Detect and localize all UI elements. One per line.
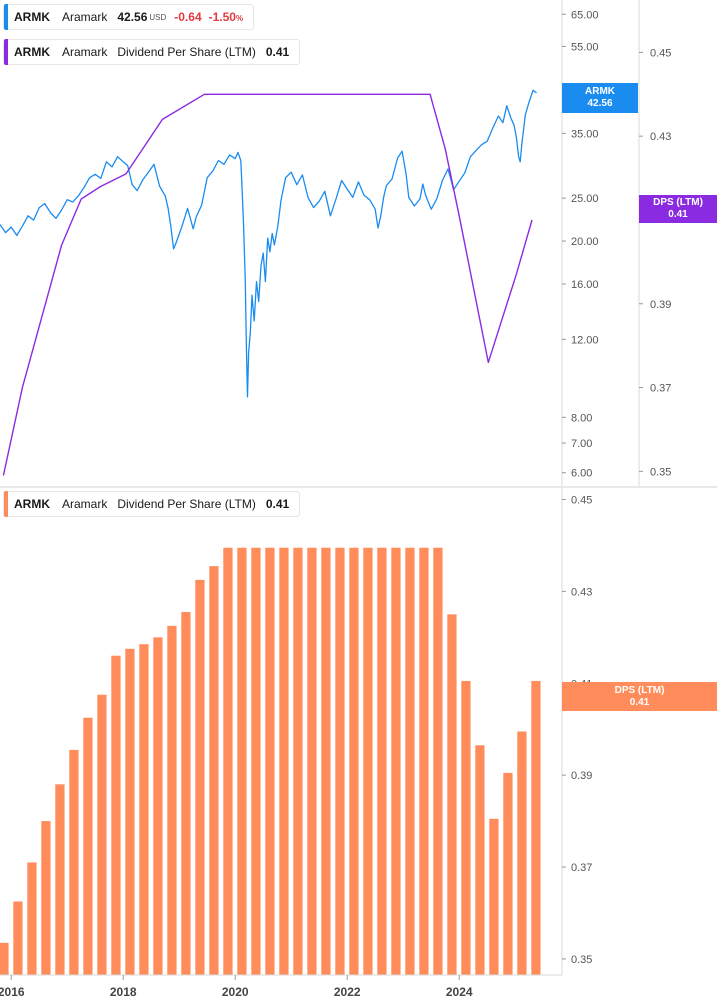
price-axis-tick-label: 25.00 — [571, 193, 599, 205]
price-axis-tick-label: 65.00 — [571, 9, 599, 21]
dps-axis-tick-label: 0.37 — [650, 383, 671, 395]
dps-bar — [223, 547, 233, 975]
price-axis-tick-label: 16.00 — [571, 279, 599, 291]
dps-bar — [111, 655, 121, 975]
bar-axis-tick-label: 0.37 — [571, 862, 592, 874]
year-axis-label: 2020 — [222, 985, 249, 999]
price-tag-ticker: ARMK — [585, 86, 615, 97]
dps-legend-bottom[interactable]: ARMK Aramark Dividend Per Share (LTM) 0.… — [3, 491, 301, 517]
dps-axis-tick-label: 0.39 — [650, 299, 671, 311]
dps-bar — [377, 547, 387, 975]
dps-bar — [307, 547, 317, 975]
percent-symbol: % — [235, 14, 244, 23]
dps-bar — [349, 547, 359, 975]
dps-bar — [83, 717, 93, 975]
dps-bar — [335, 547, 345, 975]
dps-bars — [0, 547, 541, 975]
dps-top-ticker: ARMK — [14, 45, 50, 59]
price-axis-tick-label: 12.00 — [571, 334, 599, 346]
price-axis-tick-label: 7.00 — [571, 438, 592, 450]
price-legend-color — [4, 4, 8, 30]
dps-top-company-name: Aramark — [62, 45, 108, 59]
dps-tag-bottom-label: DPS (LTM) — [614, 684, 665, 696]
price-axis-tick-label: 6.00 — [571, 468, 592, 480]
bar-axis-tick-label: 0.35 — [571, 954, 592, 966]
price-tag-value: 42.56 — [587, 98, 613, 109]
dps-bar — [475, 745, 485, 975]
price-line — [0, 89, 537, 398]
dps-bar — [461, 680, 471, 975]
dps-bar — [209, 566, 219, 975]
dps-axis-tag-bottom: DPS (LTM) 0.41 — [562, 682, 717, 711]
year-axis-label: 2018 — [110, 985, 137, 999]
price-change-percent-value: -1.50 — [208, 10, 236, 24]
dps-axis-tick-label: 0.43 — [650, 131, 671, 143]
price-axis-tag: ARMK 42.56 — [562, 83, 638, 113]
dps-bar — [167, 625, 177, 975]
dps-line — [2, 93, 533, 476]
price-ticker: ARMK — [14, 10, 50, 24]
price-change: -0.64 — [174, 10, 202, 24]
year-axis-label: 2016 — [0, 985, 25, 999]
dps-top-metric: Dividend Per Share (LTM) — [117, 45, 256, 59]
dps-bar — [41, 821, 51, 975]
current-price: 42.56 — [117, 10, 148, 24]
dps-bar — [181, 612, 191, 975]
dps-bar — [447, 614, 457, 975]
dps-bar — [251, 547, 261, 975]
bar-axis-tick-label: 0.39 — [571, 770, 592, 782]
dps-legend-top-color — [4, 39, 8, 65]
price-currency: USD — [149, 12, 167, 22]
dps-bottom-ticker: ARMK — [14, 497, 50, 511]
dps-bar — [55, 784, 65, 975]
dps-bar — [139, 644, 149, 975]
bar-axis-tick-label: 0.43 — [571, 586, 592, 598]
price-axis-tick-label: 20.00 — [571, 236, 599, 248]
dps-bar — [531, 680, 541, 975]
dps-bar — [419, 547, 429, 975]
dps-axis-tick-label: 0.35 — [650, 466, 671, 478]
dps-top-value: 0.41 — [265, 45, 290, 59]
dps-bar — [195, 579, 205, 975]
dps-tag-top-value: 0.41 — [668, 209, 688, 220]
dps-bottom-company-name: Aramark — [62, 497, 108, 511]
price-axis-tick-label: 35.00 — [571, 128, 599, 140]
bar-axis-tick-label: 0.45 — [571, 494, 592, 506]
dps-bottom-value: 0.41 — [265, 497, 290, 511]
price-axis-tick-label: 55.00 — [571, 41, 599, 53]
dps-bottom-metric: Dividend Per Share (LTM) — [117, 497, 256, 511]
dps-bar — [503, 772, 513, 975]
dps-legend-bottom-color — [4, 491, 8, 517]
dps-tag-top-label: DPS (LTM) — [653, 197, 703, 208]
dps-bar — [69, 749, 79, 975]
dps-bar — [153, 637, 163, 975]
dps-bar — [405, 547, 415, 975]
year-axis-label: 2022 — [334, 985, 361, 999]
dps-axis-tick-label: 0.45 — [650, 47, 671, 59]
dps-bar — [391, 547, 401, 975]
dps-bar — [125, 648, 135, 975]
dps-bar — [293, 547, 303, 975]
dps-bar — [97, 694, 107, 975]
dps-legend-top[interactable]: ARMK Aramark Dividend Per Share (LTM) 0.… — [3, 39, 301, 65]
price-legend[interactable]: ARMK Aramark 42.56 USD -0.64 -1.50% — [3, 4, 255, 30]
price-axis-tick-label: 8.00 — [571, 412, 592, 424]
dps-bar — [321, 547, 331, 975]
dps-bar — [433, 547, 443, 975]
dps-tag-bottom-value: 0.41 — [629, 696, 650, 708]
dps-bar — [27, 862, 37, 975]
dps-bar — [279, 547, 289, 975]
dps-bar — [265, 547, 275, 975]
price-company-name: Aramark — [62, 10, 108, 24]
dps-bar — [363, 547, 373, 975]
dps-bar — [237, 547, 247, 975]
dps-bar — [517, 731, 527, 975]
dps-axis-tag-top: DPS (LTM) 0.41 — [639, 195, 717, 223]
dps-bar — [0, 942, 9, 975]
price-change-percent: -1.50% — [209, 10, 243, 24]
dps-bar — [13, 901, 23, 975]
year-axis-label: 2024 — [446, 985, 473, 999]
dps-bar — [489, 818, 499, 975]
